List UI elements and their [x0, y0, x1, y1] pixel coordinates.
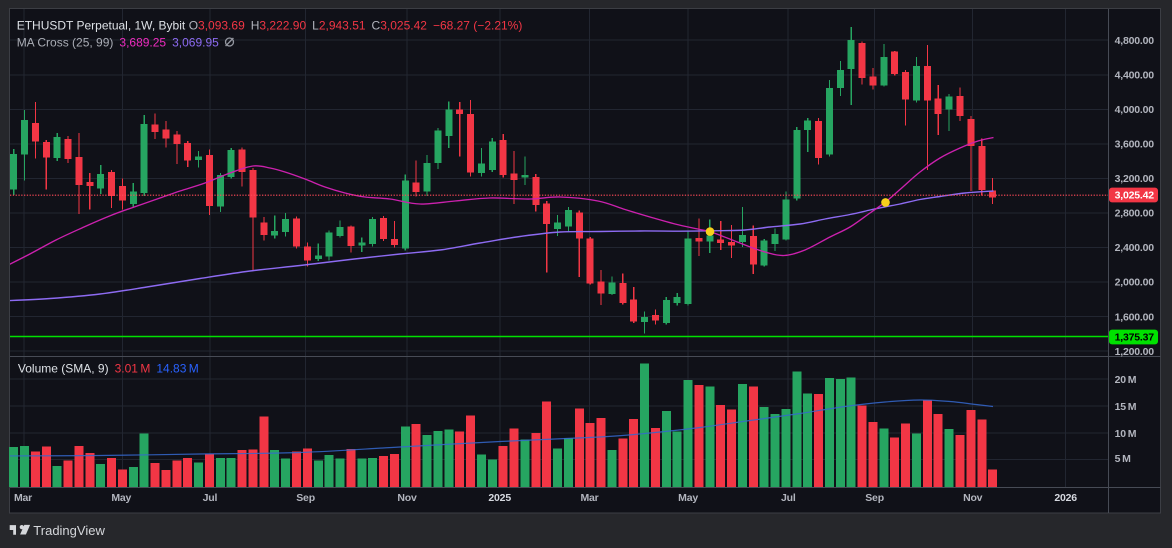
svg-text:2,400.00: 2,400.00 [1115, 242, 1155, 254]
svg-text:TradingView: TradingView [33, 523, 105, 538]
svg-text:10 M: 10 M [1115, 428, 1137, 440]
svg-text:4,000.00: 4,000.00 [1115, 104, 1155, 116]
svg-text:Nov: Nov [963, 492, 983, 504]
svg-text:Volume (SMA, 9) 3.01 M 14.83 M: Volume (SMA, 9) 3.01 M 14.83 M [18, 362, 199, 376]
svg-text:20 M: 20 M [1115, 374, 1137, 386]
svg-text:3,600.00: 3,600.00 [1115, 139, 1155, 151]
svg-text:O3,093.69 H3,222.90 L2,943.51: O3,093.69 H3,222.90 L2,943.51 C3,025.42 … [189, 19, 523, 33]
svg-text:5 M: 5 M [1115, 453, 1132, 465]
svg-text:2,000.00: 2,000.00 [1115, 277, 1155, 289]
svg-text:Mar: Mar [580, 492, 598, 504]
svg-text:1,375.37: 1,375.37 [1115, 331, 1155, 343]
svg-text:May: May [111, 492, 131, 504]
svg-text:Mar: Mar [14, 492, 32, 504]
svg-text:4,400.00: 4,400.00 [1115, 69, 1155, 81]
svg-text:3,200.00: 3,200.00 [1115, 173, 1155, 185]
svg-text:MA Cross (25, 99) 3,689.25 3,0: MA Cross (25, 99) 3,689.25 3,069.95 [17, 36, 219, 50]
svg-text:ETHUSDT Perpetual, 1W, Bybit: ETHUSDT Perpetual, 1W, Bybit [17, 19, 186, 33]
svg-text:Sep: Sep [296, 492, 315, 504]
svg-text:15 M: 15 M [1115, 401, 1137, 413]
svg-text:1,200.00: 1,200.00 [1115, 346, 1155, 358]
svg-text:3,025.42: 3,025.42 [1115, 189, 1155, 201]
svg-text:1,600.00: 1,600.00 [1115, 311, 1155, 323]
svg-text:Nov: Nov [397, 492, 417, 504]
svg-text:2026: 2026 [1054, 492, 1077, 504]
svg-text:2025: 2025 [488, 492, 511, 504]
svg-text:Sep: Sep [865, 492, 884, 504]
svg-text:Jul: Jul [781, 492, 796, 504]
svg-text:2,800.00: 2,800.00 [1115, 208, 1155, 220]
svg-text:Jul: Jul [203, 492, 218, 504]
svg-text:May: May [678, 492, 698, 504]
svg-text:4,800.00: 4,800.00 [1115, 35, 1155, 47]
